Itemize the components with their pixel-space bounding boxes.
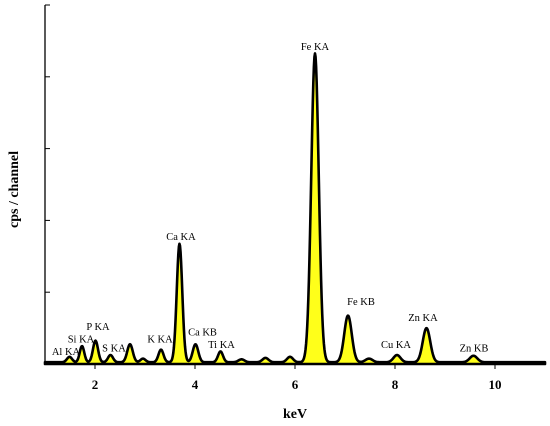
peak-label: K KA xyxy=(147,335,173,346)
spectrum-series xyxy=(43,52,547,366)
peak-label: Fe KA xyxy=(301,42,330,53)
x-tick-label: 2 xyxy=(92,377,99,392)
peak-label: S KA xyxy=(102,343,126,354)
peak-label: Zn KB xyxy=(460,343,489,354)
peak-label: Ti KA xyxy=(208,340,235,351)
peak-label: P KA xyxy=(86,322,110,333)
peak-label: Ca KA xyxy=(166,232,196,243)
x-tick-label: 6 xyxy=(292,377,299,392)
plot-area xyxy=(43,52,547,366)
peak-label: Fe KB xyxy=(347,297,375,308)
x-ticks: 2 4 6 8 10 xyxy=(92,364,502,392)
peak-label: Zn KA xyxy=(408,313,438,324)
peak-label: Cu KA xyxy=(381,340,411,351)
x-axis-label: keV xyxy=(283,407,307,422)
x-tick-label: 10 xyxy=(489,377,502,392)
y-ticks xyxy=(45,4,50,293)
x-tick-label: 8 xyxy=(392,377,399,392)
peak-label: Si KA xyxy=(68,335,95,346)
peak-label: Al KA xyxy=(52,347,81,358)
peak-label: Ca KB xyxy=(188,327,217,338)
y-axis-label: cps / channel xyxy=(7,151,22,228)
x-tick-label: 4 xyxy=(192,377,199,392)
